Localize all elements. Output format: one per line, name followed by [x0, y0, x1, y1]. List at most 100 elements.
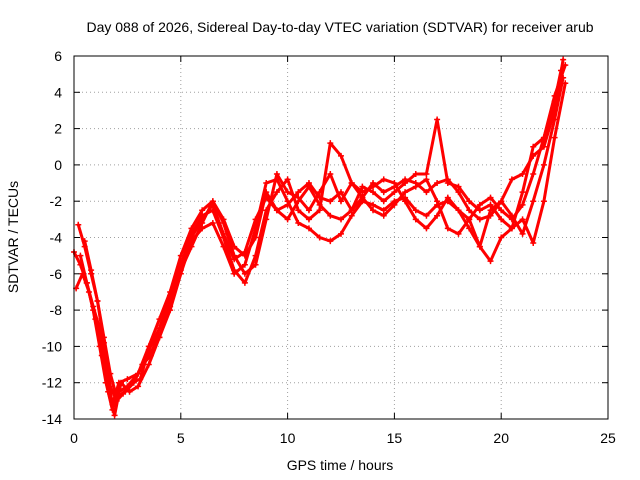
- x-tick-labels: 0 5 10 15 20 25: [70, 430, 616, 446]
- data-point: [519, 170, 526, 177]
- data-point: [188, 225, 195, 232]
- data-point: [241, 249, 248, 256]
- data-point: [466, 198, 473, 205]
- data-point: [295, 207, 302, 214]
- data-point: [124, 376, 131, 383]
- data-series: [71, 56, 569, 419]
- data-point: [455, 183, 462, 190]
- data-point: [519, 216, 526, 223]
- data-point: [107, 383, 114, 390]
- data-point: [551, 116, 558, 123]
- data-point: [370, 201, 377, 208]
- data-point: [487, 258, 494, 265]
- data-point: [126, 388, 133, 395]
- data-point: [498, 198, 505, 205]
- data-point: [519, 230, 526, 237]
- y-axis-label: SDTVAR / TECUs: [5, 181, 21, 293]
- chart-title: Day 088 of 2026, Sidereal Day-to-day VTE…: [86, 19, 593, 35]
- data-point: [252, 261, 259, 268]
- data-point: [115, 379, 122, 386]
- data-point: [209, 201, 216, 208]
- data-point: [412, 216, 419, 223]
- y-tick-label: -12: [42, 375, 62, 391]
- data-point: [145, 361, 152, 368]
- data-point: [423, 212, 430, 219]
- x-tick-label: 10: [280, 430, 296, 446]
- data-point: [273, 207, 280, 214]
- data-point: [423, 170, 430, 177]
- data-point: [263, 180, 270, 187]
- data-point: [423, 189, 430, 196]
- data-point: [284, 201, 291, 208]
- data-point: [370, 207, 377, 214]
- data-point: [412, 170, 419, 177]
- data-point: [380, 198, 387, 205]
- data-point: [348, 180, 355, 187]
- data-point: [498, 207, 505, 214]
- data-point: [327, 238, 334, 245]
- y-tick-label: 6: [54, 48, 62, 64]
- data-point: [295, 219, 302, 226]
- data-point: [263, 189, 270, 196]
- data-point: [100, 339, 107, 346]
- data-point: [540, 161, 547, 168]
- data-point: [94, 298, 101, 305]
- data-point: [455, 189, 462, 196]
- data-point: [199, 207, 206, 214]
- grid-lines: [74, 56, 608, 419]
- data-point: [359, 194, 366, 201]
- data-point: [391, 180, 398, 187]
- data-point: [530, 143, 537, 150]
- data-point: [295, 198, 302, 205]
- data-point: [508, 176, 515, 183]
- x-tick-label: 20: [493, 430, 509, 446]
- data-point: [444, 180, 451, 187]
- data-point: [83, 279, 90, 286]
- data-point: [508, 225, 515, 232]
- data-point: [412, 207, 419, 214]
- y-tick-label: -14: [42, 411, 62, 427]
- data-point: [455, 230, 462, 237]
- data-point: [137, 376, 144, 383]
- data-point: [252, 216, 259, 223]
- data-point: [327, 212, 334, 219]
- data-point: [77, 252, 84, 259]
- data-point: [120, 390, 127, 397]
- data-point: [241, 279, 248, 286]
- data-point: [519, 189, 526, 196]
- data-point: [188, 234, 195, 241]
- data-point: [391, 189, 398, 196]
- data-point: [466, 216, 473, 223]
- data-point: [380, 212, 387, 219]
- data-point: [156, 334, 163, 341]
- data-point: [434, 198, 441, 205]
- data-point: [177, 261, 184, 268]
- data-point: [498, 216, 505, 223]
- y-tick-label: 4: [54, 84, 62, 100]
- data-point: [551, 134, 558, 141]
- data-point: [540, 134, 547, 141]
- data-point: [209, 219, 216, 226]
- data-point: [75, 221, 82, 228]
- data-point: [111, 412, 118, 419]
- data-point: [327, 198, 334, 205]
- data-point: [359, 183, 366, 190]
- data-point: [305, 216, 312, 223]
- data-point: [434, 212, 441, 219]
- y-tick-label: -8: [50, 302, 63, 318]
- data-point: [316, 207, 323, 214]
- data-point: [487, 201, 494, 208]
- data-point: [455, 207, 462, 214]
- data-point: [90, 303, 97, 310]
- data-point: [327, 140, 334, 147]
- data-point: [305, 207, 312, 214]
- y-tick-label: -4: [50, 230, 63, 246]
- data-point: [284, 189, 291, 196]
- data-point: [476, 207, 483, 214]
- data-point: [423, 225, 430, 232]
- data-point: [316, 189, 323, 196]
- data-point: [338, 216, 344, 223]
- data-point: [444, 194, 451, 201]
- data-point: [113, 397, 120, 404]
